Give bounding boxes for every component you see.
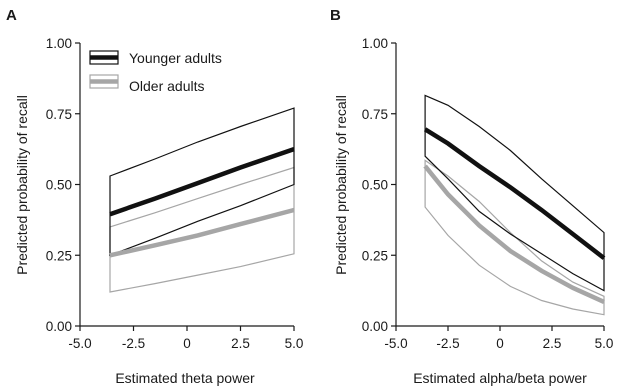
panel-a-y-tick-label: 0.25 [46, 248, 72, 263]
panel-a-y-tick-label: 0.50 [46, 178, 72, 193]
panel-b-xlabel: Estimated alpha/beta power [413, 370, 587, 386]
panel-a-y-tick-label: 0.75 [46, 107, 72, 122]
panel-b-y-tick-label: 0.25 [362, 248, 388, 263]
panel-b-x-tick-label: 5.0 [595, 336, 614, 351]
panel-b-letter: B [330, 7, 341, 24]
panel-b-x-tick-label: 2.5 [543, 336, 562, 351]
panel-b-ylabel: Predicted probability of recall [333, 95, 349, 275]
panel-b: B Predicted probability of recall Estima… [330, 7, 613, 386]
legend-label-younger: Younger adults [129, 50, 222, 66]
panel-b-ci-band-older [424, 159, 605, 316]
panel-b-mean-line-older [423, 164, 605, 304]
legend-label-older: Older adults [129, 78, 204, 94]
panel-a-mean-line-older [109, 207, 295, 258]
panel-a-ci-band-older [109, 166, 295, 293]
panel-a-letter: A [6, 7, 17, 24]
panel-b-x-tick-label: -2.5 [436, 336, 459, 351]
panel-a-axes: -5.0 -2.5 0 2.5 5.0 0.00 0.25 0.50 0.75 1.00 [46, 36, 304, 351]
panel-b-x-tick-label: -5.0 [384, 336, 407, 351]
legend: Younger adults Older adults [89, 50, 222, 94]
panel-b-ci-band-younger [424, 94, 605, 292]
panel-a-x-tick-label: 5.0 [285, 336, 304, 351]
panel-b-plot [423, 94, 606, 316]
panel-b-mean-line-younger [423, 127, 606, 260]
panel-a: A Predicted probability of recall Estima… [6, 7, 303, 386]
panel-a-mean-line-younger [109, 146, 295, 217]
panel-b-y-tick-label: 0.00 [362, 319, 388, 334]
panel-b-axes: -5.0 -2.5 0 2.5 5.0 0.00 0.25 0.50 0.75 1.00 [362, 36, 614, 351]
panel-b-y-tick-label: 1.00 [362, 36, 388, 51]
panel-b-x-tick-label: 0 [496, 336, 504, 351]
panel-b-y-tick-label: 0.75 [362, 107, 388, 122]
panel-a-x-tick-label: -2.5 [122, 336, 145, 351]
panel-a-y-tick-label: 0.00 [46, 319, 72, 334]
panel-a-x-tick-label: -5.0 [68, 336, 91, 351]
panel-a-x-tick-label: 2.5 [231, 336, 250, 351]
panel-a-ci-band-younger [109, 107, 295, 257]
panel-a-x-tick-label: 0 [183, 336, 191, 351]
panel-a-ylabel: Predicted probability of recall [14, 95, 30, 275]
panel-a-y-tick-label: 1.00 [46, 36, 72, 51]
panel-a-xlabel: Estimated theta power [115, 370, 255, 386]
panel-b-y-tick-label: 0.50 [362, 178, 388, 193]
panel-a-plot [109, 107, 295, 293]
